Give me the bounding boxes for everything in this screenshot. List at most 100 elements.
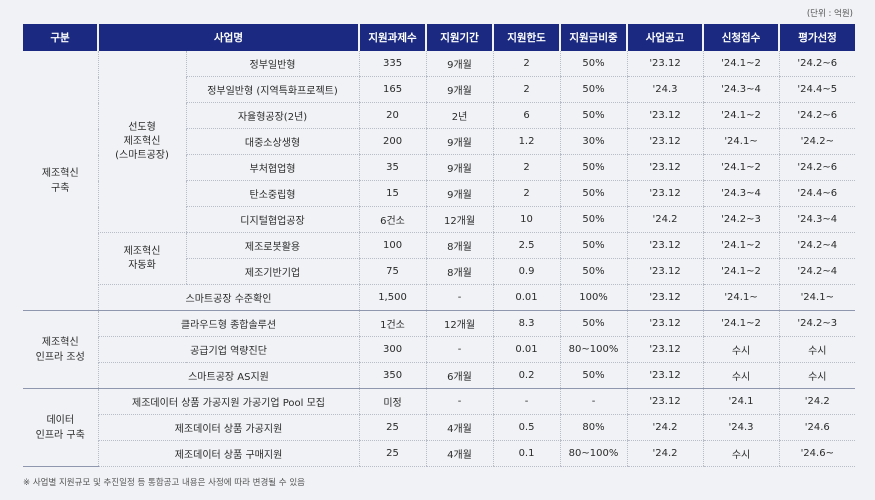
subgroup-smart-factory: 선도형 제조혁신 (스마트공장) <box>97 51 186 233</box>
program-name: 제조데이터 상품 구매지원 <box>97 440 360 467</box>
funding-ratio: 50% <box>559 206 628 233</box>
group-manufacturing-innovation: 제조혁신 구축 <box>23 51 98 311</box>
support-limit: 0.1 <box>492 440 561 467</box>
support-limit: 2 <box>492 154 561 181</box>
application-date: '24.1~2 <box>702 154 780 181</box>
support-period: - <box>425 388 494 415</box>
funding-ratio: 50% <box>559 154 628 181</box>
support-period: - <box>425 284 494 311</box>
table-row: 부처협업형 35 9개월 2 50% '23.12'24.1~2'24.2~6 <box>23 154 856 181</box>
support-period: 9개월 <box>425 128 494 155</box>
subgroup-automation: 제조혁신 자동화 <box>97 232 186 285</box>
application-date: '24.1~2 <box>702 51 780 77</box>
funding-ratio: 50% <box>559 362 628 389</box>
support-limit: 10 <box>492 206 561 233</box>
support-limit: 6 <box>492 102 561 129</box>
task-count: 75 <box>358 258 427 285</box>
support-limit: 0.9 <box>492 258 561 285</box>
table-row: 탄소중립형 15 9개월 2 50% '23.12'24.3~4'24.4~6 <box>23 180 856 207</box>
header-program: 사업명 <box>96 24 360 51</box>
program-name: 클라우드형 종합솔루션 <box>97 310 360 337</box>
notice-date: '23.12 <box>626 310 704 337</box>
task-count: 165 <box>358 76 427 103</box>
application-date: '24.1~ <box>702 128 780 155</box>
application-date: '24.1~2 <box>702 102 780 129</box>
funding-ratio: 30% <box>559 128 628 155</box>
evaluation-date: '24.4~5 <box>778 76 856 103</box>
header-limit: 지원한도 <box>492 24 561 51</box>
support-limit: 2 <box>492 51 561 77</box>
unit-label: (단위 : 억원) <box>806 9 853 19</box>
table-row: 제조혁신 자동화 제조로봇활용 100 8개월 2.5 50% '23.12'24.1~2 '… <box>23 232 856 285</box>
support-limit: 1.2 <box>492 128 561 155</box>
notice-date: '23.12 <box>626 154 704 181</box>
support-period: 4개월 <box>425 414 494 441</box>
support-period: 9개월 <box>425 154 494 181</box>
notice-date: '23.12 <box>626 102 704 129</box>
funding-ratio: 50% <box>559 258 628 285</box>
application-date: '24.1~ <box>702 284 780 311</box>
notice-date: '23.12 <box>626 284 704 311</box>
table-row: 제조혁신 인프라 조성 클라우드형 종합솔루션 1건소 12개월 8.3 50% '23.1… <box>23 310 856 389</box>
table-row: 제조데이터 상품 구매지원 25 4개월 0.1 80~100% '24.2 수시 '24.6… <box>23 440 856 467</box>
notice-date: '23.12 <box>626 336 704 363</box>
header-category: 구분 <box>23 24 98 51</box>
notice-date: '23.12 <box>626 362 704 389</box>
task-count: 100 <box>358 232 427 259</box>
application-date: '24.3~4 <box>702 76 780 103</box>
application-date: '24.1 <box>702 388 780 415</box>
funding-ratio: - <box>559 388 628 415</box>
footnote: ※ 사업별 지원규모 및 추진일정 등 통합공고 내용은 사정에 따라 변경될 … <box>23 478 305 488</box>
support-period: 8개월 <box>425 258 494 285</box>
table-row: 대중소상생형 200 9개월 1.2 30% '23.12'24.1~ '24.2~ <box>23 128 856 155</box>
header-notice: 사업공고 <box>626 24 704 51</box>
program-name: 제조기반기업 <box>185 258 360 285</box>
notice-date: '24.3 <box>626 76 704 103</box>
evaluation-date: '24.2~4 <box>778 232 856 259</box>
funding-ratio: 50% <box>559 310 628 337</box>
header-row: 구분 사업명 지원과제수 지원기간 지원한도 지원금비중 사업공고 신청접수 평… <box>23 24 856 51</box>
funding-ratio: 80% <box>559 414 628 441</box>
program-name: 디지털협업공장 <box>185 206 360 233</box>
evaluation-date: '24.2~6 <box>778 154 856 181</box>
table-row: 제조혁신 구축 선도형 제조혁신 (스마트공장) 정부일반형 335 9개월 2 50% '2… <box>23 51 856 311</box>
support-period: 6개월 <box>425 362 494 389</box>
program-name: 제조데이터 상품 가공지원 가공기업 Pool 모집 <box>97 388 360 415</box>
group-infrastructure: 제조혁신 인프라 조성 <box>23 310 98 389</box>
table-row: 자율형공장(2년) 20 2년 6 50% '23.12'24.1~2'24.2~6 <box>23 102 856 129</box>
support-period: 12개월 <box>425 310 494 337</box>
notice-date: '23.12 <box>626 232 704 259</box>
support-period: - <box>425 336 494 363</box>
evaluation-date: '24.2 <box>778 388 856 415</box>
task-count: 1건소 <box>358 310 427 337</box>
table-row: 데이터 인프라 구축 제조데이터 상품 가공지원 가공기업 Pool 모집 미정 - -… <box>23 388 856 467</box>
program-name: 자율형공장(2년) <box>185 102 360 129</box>
support-limit: 8.3 <box>492 310 561 337</box>
program-name: 정부일반형 <box>185 51 360 77</box>
support-period: 8개월 <box>425 232 494 259</box>
task-count: 20 <box>358 102 427 129</box>
evaluation-date: '24.1~ <box>778 284 856 311</box>
evaluation-date: '24.4~6 <box>778 180 856 207</box>
header-application: 신청접수 <box>702 24 780 51</box>
application-date: 수시 <box>702 362 780 389</box>
notice-date: '24.2 <box>626 414 704 441</box>
evaluation-date: '24.2~4 <box>778 258 856 285</box>
evaluation-date: '24.2~ <box>778 128 856 155</box>
notice-date: '23.12 <box>626 128 704 155</box>
program-name: 제조로봇활용 <box>185 232 360 259</box>
evaluation-date: 수시 <box>778 336 856 363</box>
evaluation-date: '24.6 <box>778 414 856 441</box>
support-limit: 2.5 <box>492 232 561 259</box>
task-count: 6건소 <box>358 206 427 233</box>
table-row: 공급기업 역량진단 300-0.01 80~100% '23.12 수시 수시 <box>23 336 856 363</box>
support-limit: 2 <box>492 180 561 207</box>
funding-ratio: 50% <box>559 102 628 129</box>
application-date: '24.1~2 <box>702 310 780 337</box>
evaluation-date: '24.6~ <box>778 440 856 467</box>
support-period: 12개월 <box>425 206 494 233</box>
program-name: 정부일반형 (지역특화프로젝트) <box>185 76 360 103</box>
application-date: 수시 <box>702 440 780 467</box>
support-limit: 0.01 <box>492 284 561 311</box>
task-count: 35 <box>358 154 427 181</box>
